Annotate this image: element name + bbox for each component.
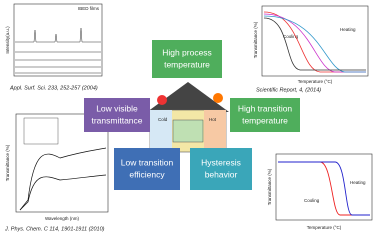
box-efficiency: Low transition efficiency <box>114 148 180 190</box>
legend-item: Heating <box>340 27 356 32</box>
box-visible: Low visible transmittance <box>84 98 150 132</box>
house-label: Hot <box>209 117 217 122</box>
box-label: temperature <box>164 59 210 69</box>
box-transition-temp: High transition temperature <box>230 98 300 132</box>
house: Cold Hot <box>147 82 229 153</box>
box-label: Hysteresis <box>201 157 241 167</box>
house-label: Cold <box>158 117 168 122</box>
y-label: Transmittance (%) <box>267 168 272 205</box>
box-label: Low visible <box>96 103 138 113</box>
wavelength-plot: Transmittance (%) Wavelength (nm) <box>5 113 109 221</box>
y-label: Transmittance (%) <box>253 21 258 58</box>
box-label: temperature <box>242 115 288 125</box>
box-label: Low transition <box>121 157 174 167</box>
citation: J. Phys. Chem. C 114, 1901-1911 (2010) <box>4 226 105 232</box>
x-label: Wavelength (nm) <box>45 216 80 221</box>
legend-item: Heating <box>350 180 366 185</box>
plot-title: IBED films <box>78 6 100 11</box>
y-label: Intensity(a.u.) <box>5 26 10 54</box>
box-label: efficiency <box>129 169 165 179</box>
citation: Appl. Surf. Sci. 233, 252-257 (2004) <box>9 85 98 91</box>
box-process: High process temperature <box>152 40 222 78</box>
hysteresis-plot: Transmittance (%) Temperature (°C) Cooli… <box>267 153 373 230</box>
box-label: High process <box>162 47 212 57</box>
box-label: behavior <box>205 169 238 179</box>
legend-item: Cooling <box>304 198 320 203</box>
legend-item: Cooling <box>283 34 299 39</box>
x-label: Temperature (°C) <box>307 225 342 230</box>
y-label: Transmittance (%) <box>5 144 10 181</box>
box-label: High transition <box>238 103 293 113</box>
citation: Scientific Report, 4, (2014) <box>256 87 321 93</box>
xrd-plot: IBED films Intensity(a.u.) <box>5 3 103 77</box>
box-label: transmittance <box>91 115 142 125</box>
box-hysteresis: Hysteresis behavior <box>190 148 252 190</box>
x-label: Temperature (°C) <box>298 79 333 84</box>
transmittance-plot: Transmittance (%) Temperature (°C) Cooli… <box>253 5 369 84</box>
